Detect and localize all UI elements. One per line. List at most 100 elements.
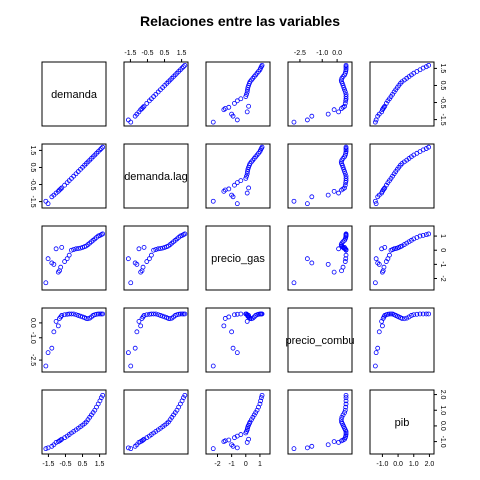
diagonal-label-precio_combu: precio_combu: [285, 335, 354, 347]
point-demanda-demanda.lag-0: [128, 119, 134, 125]
point-pib-precio_combu-24: [342, 407, 348, 413]
point-demanda-precio_gas-5: [221, 107, 227, 113]
point-precio_gas-pib-8: [382, 244, 388, 250]
tick-label-demanda-1: -0.5: [59, 461, 71, 468]
point-pib-demanda.lag-1: [125, 445, 131, 451]
point-demanda-precio_gas-12: [243, 94, 249, 99]
point-precio_gas-demanda-4: [53, 246, 59, 252]
tick-label-precio_combu-v-0: -2.5: [29, 354, 36, 366]
point-precio_gas-demanda-14: [73, 246, 79, 252]
point-precio_gas-pib-26: [417, 233, 423, 239]
point-precio_gas-demanda.lag-3: [134, 261, 140, 267]
point-precio_gas-demanda.lag-15: [158, 246, 163, 251]
point-pib-precio_combu-19: [339, 419, 344, 425]
point-pib-precio_combu-29: [343, 392, 349, 398]
point-precio_gas-demanda.lag-8: [141, 244, 147, 250]
point-demanda-precio_gas-7: [226, 104, 232, 110]
point-demanda.lag-precio_gas-3: [229, 192, 235, 198]
point-precio_gas-demanda.lag-5: [138, 269, 144, 275]
tick-label-pib-2: 1.0: [409, 461, 419, 468]
point-precio_combu-pib-3: [376, 329, 382, 335]
tick-label-demanda-3: 1.5: [95, 461, 105, 468]
tick-label-demanda.lag-v-1: -0.5: [29, 178, 36, 190]
point-precio_combu-pib-11: [387, 311, 392, 317]
point-demanda.lag-precio_combu-16: [341, 166, 347, 172]
point-pib-precio_combu-1: [304, 445, 310, 451]
point-precio_gas-precio_combu-2: [309, 260, 315, 266]
point-pib-precio_combu-3: [325, 442, 331, 448]
point-precio_gas-precio_combu-9: [342, 259, 348, 264]
point-precio_combu-demanda.lag-14: [155, 312, 161, 318]
point-precio_gas-precio_combu-4: [336, 246, 341, 252]
tick-label-precio_combu-0: -2.5: [294, 50, 306, 57]
point-precio_combu-demanda-27: [97, 311, 103, 317]
point-demanda-precio_gas-3: [229, 111, 235, 117]
point-pib-precio_gas-29: [259, 392, 265, 398]
point-demanda.lag-precio_combu-25: [343, 150, 349, 156]
point-demanda-demanda.lag-27: [179, 65, 185, 71]
point-demanda.lag-precio_combu-0: [291, 198, 297, 204]
point-pib-demanda-13: [71, 429, 77, 434]
point-demanda-demanda.lag-1: [125, 117, 131, 123]
panel-precio_combu-vs-demanda.lag: [123, 307, 189, 373]
point-precio_combu-demanda-25: [94, 311, 99, 317]
point-precio_gas-pib-0: [372, 280, 378, 286]
point-demanda-precio_combu-28: [343, 64, 349, 70]
tick-label-demanda.lag-3: 1.5: [177, 50, 187, 57]
point-demanda-precio_gas-11: [238, 96, 244, 102]
point-precio_gas-demanda-13: [71, 247, 77, 252]
point-demanda-demanda.lag-29: [182, 62, 188, 68]
tick-label-demanda.lag-0: -1.5: [124, 50, 136, 57]
point-pib-precio_combu-2: [309, 443, 315, 449]
chart-title: Relaciones entre las variables: [140, 13, 340, 29]
point-precio_combu-demanda.lag-28: [181, 311, 186, 317]
point-precio_gas-demanda.lag-9: [144, 259, 150, 264]
tick-label-precio_gas-v-0: -2: [439, 275, 446, 281]
point-pib-demanda-0: [43, 446, 49, 452]
point-pib-precio_gas-1: [234, 445, 240, 451]
panel-precio_gas-vs-precio_gas: [205, 225, 271, 291]
panel-demanda.lag-vs-precio_gas: [205, 143, 271, 209]
point-precio_combu-precio_gas-29: [259, 311, 265, 317]
point-precio_combu-precio_gas-0: [210, 363, 216, 369]
point-demanda-precio_combu-29: [343, 62, 349, 68]
tick-label-demanda-v-2: 0.5: [439, 81, 446, 91]
point-demanda-precio_gas-16: [245, 85, 251, 90]
point-pib-demanda.lag-7: [140, 437, 146, 443]
point-demanda-precio_gas-0: [210, 119, 216, 125]
tick-label-demanda-v-1: -0.5: [439, 96, 446, 108]
point-demanda.lag-precio_gas-7: [226, 186, 232, 192]
point-precio_combu-demanda.lag-25: [176, 311, 182, 317]
point-pib-precio_combu-28: [343, 395, 349, 401]
tick-label-pib-v-3: 2.0: [439, 390, 446, 400]
tick-label-precio_combu-2: 0.0: [332, 50, 342, 57]
point-pib-precio_combu-27: [343, 398, 349, 404]
panel-precio_combu-vs-demanda: [41, 307, 107, 373]
tick-label-demanda.lag-v-2: 0.5: [29, 163, 36, 173]
panel-demanda-vs-precio_combu: [287, 61, 353, 127]
point-demanda.lag-precio_gas-5: [221, 188, 227, 194]
point-demanda.lag-precio_combu-4: [336, 190, 341, 196]
point-precio_combu-demanda-9: [62, 312, 68, 318]
panel-precio_combu-vs-pib: [369, 307, 435, 373]
point-demanda-precio_combu-25: [343, 69, 349, 74]
point-precio_combu-demanda.lag-11: [148, 311, 154, 317]
point-demanda-precio_gas-15: [245, 87, 250, 93]
point-precio_gas-demanda-11: [66, 252, 72, 258]
point-precio_gas-precio_combu-5: [331, 269, 337, 275]
point-precio_combu-precio_gas-9: [232, 312, 237, 318]
point-precio_combu-pib-25: [414, 311, 420, 317]
point-demanda.lag-precio_combu-29: [343, 144, 349, 150]
point-demanda-precio_gas-9: [232, 100, 237, 106]
point-demanda-precio_combu-12: [343, 94, 349, 99]
point-precio_gas-precio_combu-0: [291, 280, 297, 286]
point-pib-precio_combu-25: [343, 404, 349, 410]
point-precio_combu-demanda.lag-2: [132, 345, 138, 351]
point-precio_combu-demanda-28: [98, 311, 104, 317]
point-precio_gas-demanda.lag-7: [140, 264, 146, 270]
point-precio_combu-demanda-5: [55, 323, 61, 329]
point-precio_gas-precio_combu-21: [339, 240, 345, 246]
point-pib-precio_combu-21: [339, 414, 345, 420]
point-demanda.lag-precio_combu-2: [309, 194, 315, 200]
